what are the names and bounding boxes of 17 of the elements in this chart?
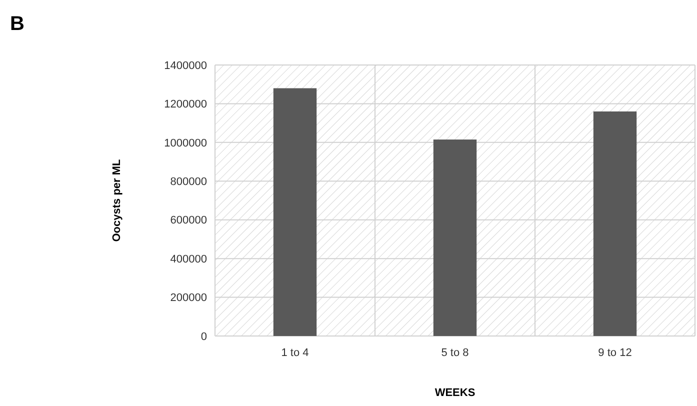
y-tick-label: 800000 bbox=[170, 176, 207, 188]
y-tick-label: 0 bbox=[200, 330, 207, 343]
y-tick-label: 1400000 bbox=[164, 60, 207, 72]
y-tick-label: 1200000 bbox=[164, 98, 207, 111]
y-axis-title: Oocysts per ML bbox=[111, 158, 123, 242]
bar bbox=[593, 111, 637, 336]
y-tick-label: 600000 bbox=[170, 214, 207, 227]
text: B bbox=[10, 13, 24, 35]
x-tick-label: 9 to 12 bbox=[598, 347, 632, 359]
bar bbox=[433, 140, 477, 336]
y-tick-label: 400000 bbox=[170, 253, 207, 266]
x-axis-title: WEEKS bbox=[434, 387, 476, 399]
y-tick-label: 200000 bbox=[170, 292, 207, 304]
x-tick-label: 5 to 8 bbox=[441, 347, 469, 359]
x-tick-label: 1 to 4 bbox=[281, 347, 309, 359]
y-tick-label: 1000000 bbox=[164, 137, 207, 150]
bar bbox=[273, 88, 317, 336]
